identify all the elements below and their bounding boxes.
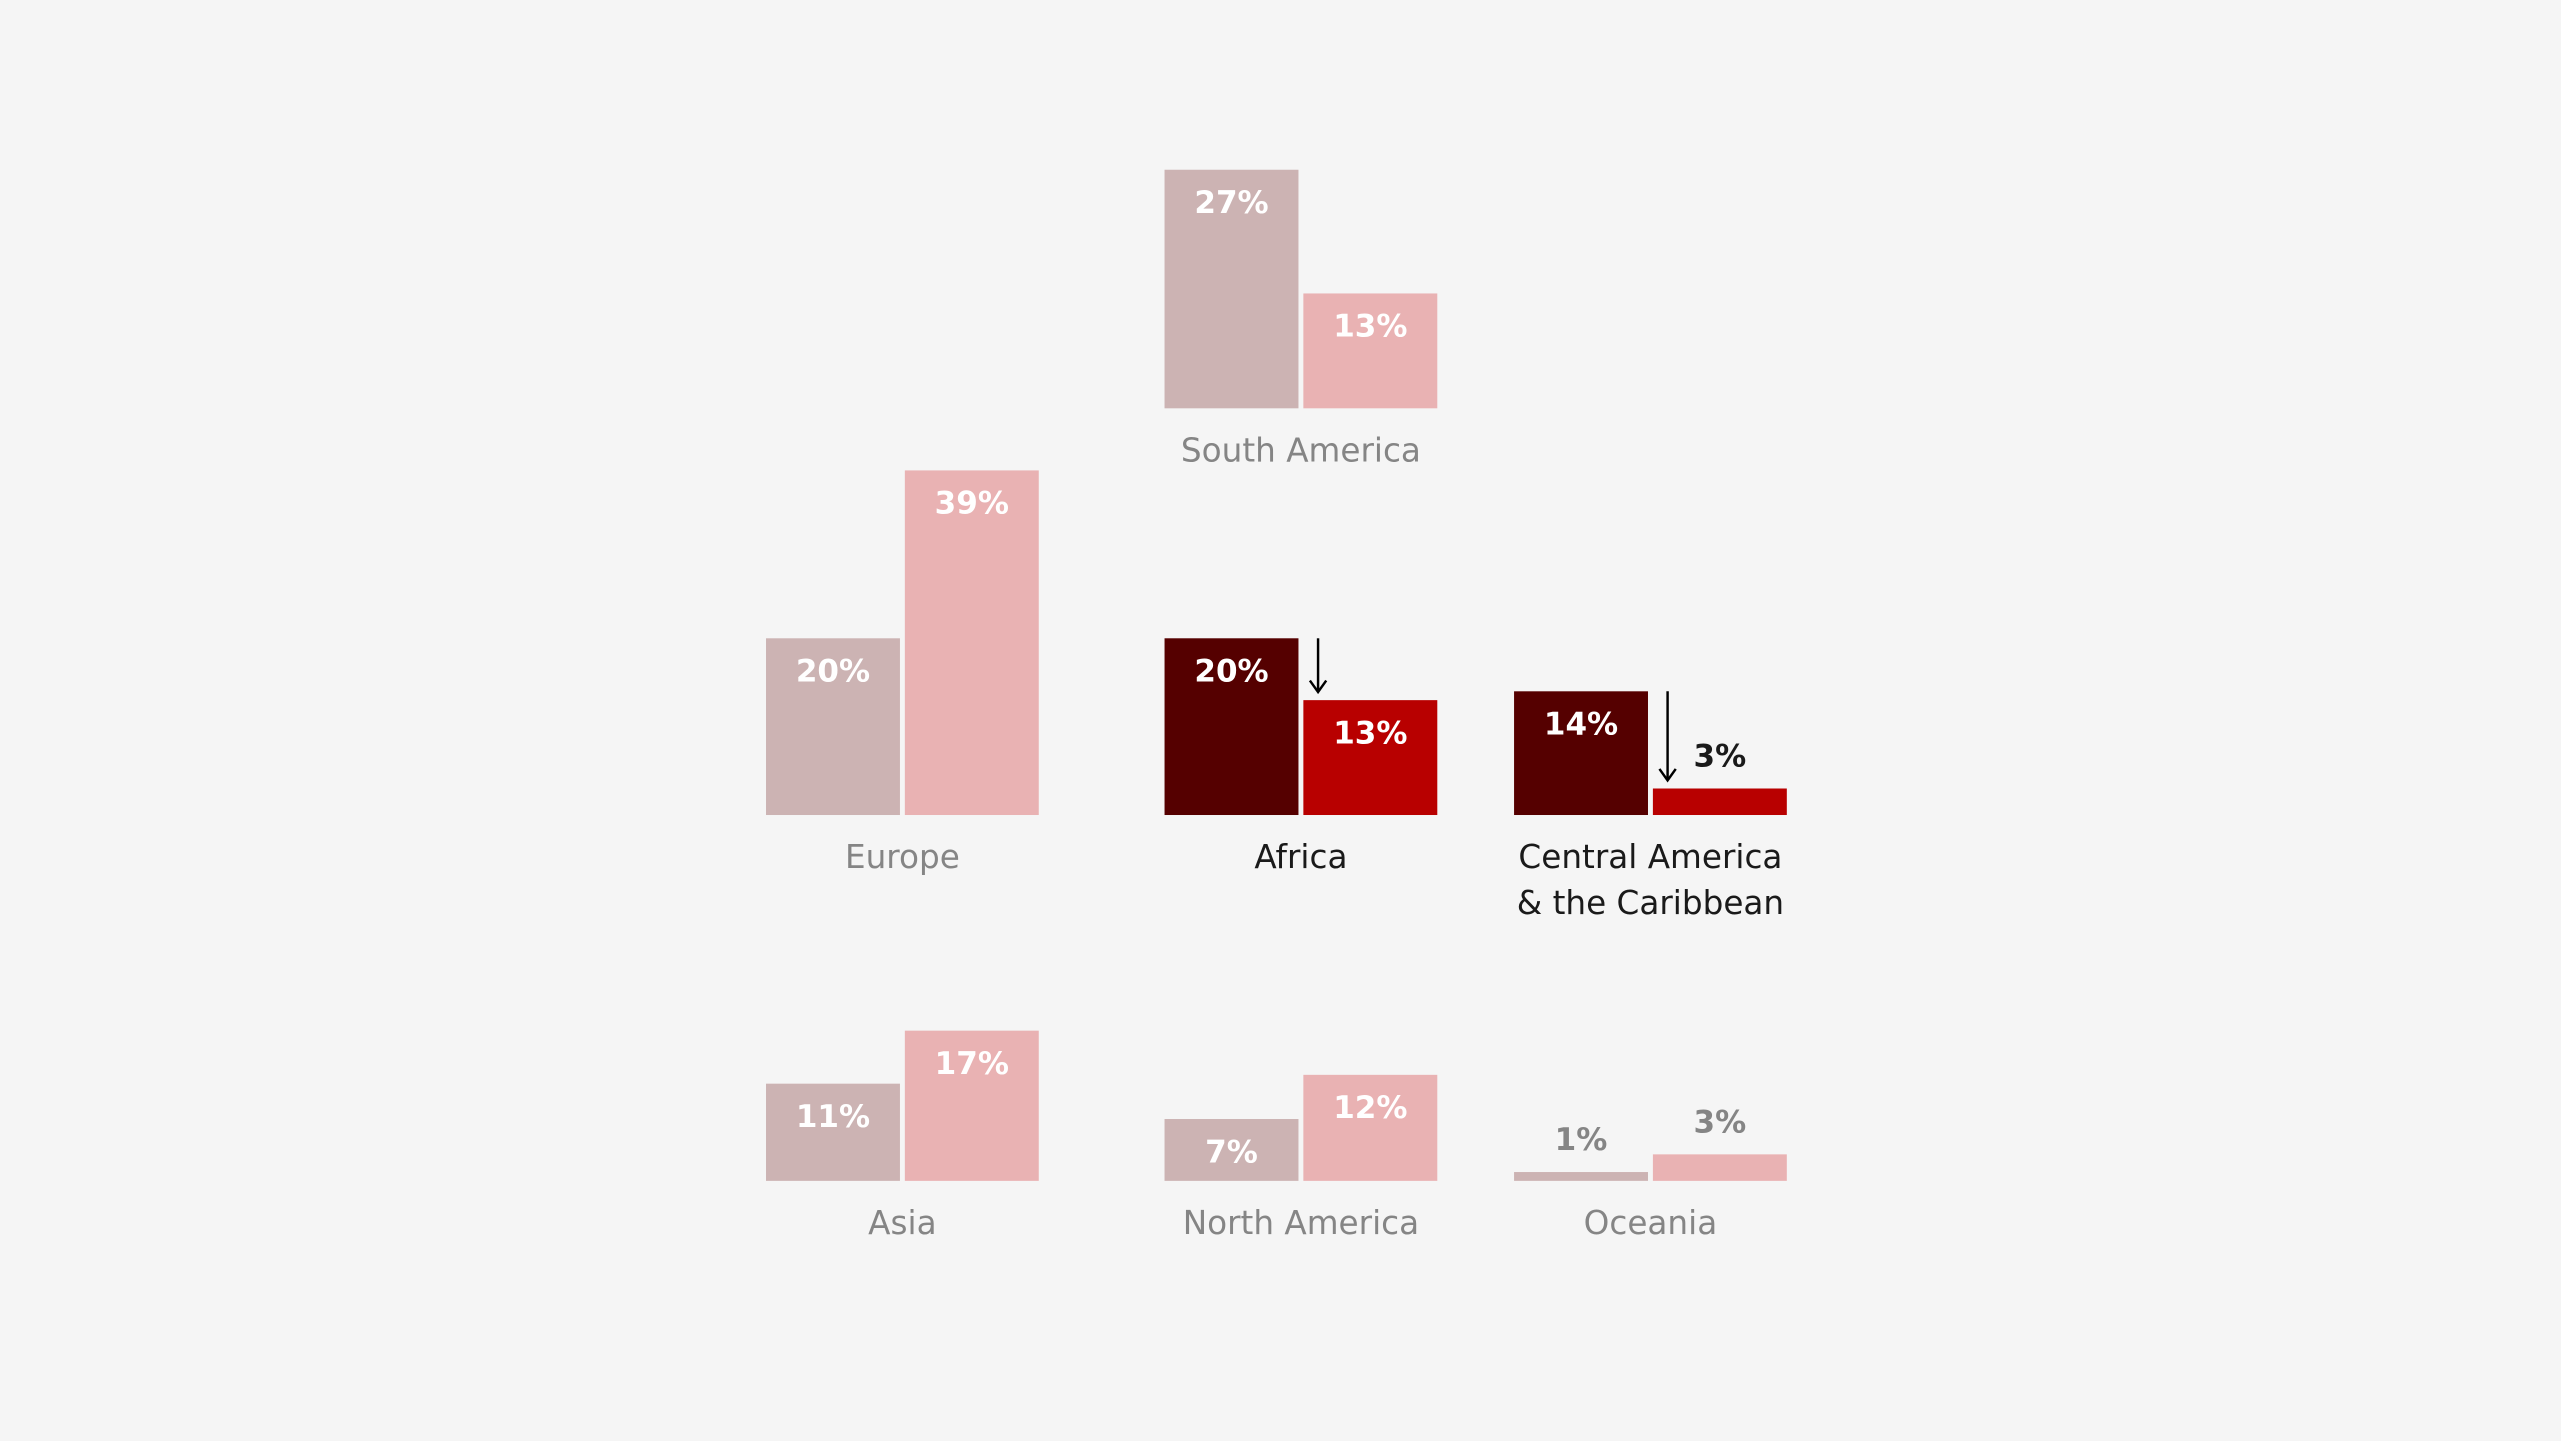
value-label: 11% (796, 1099, 870, 1135)
value-label: 39% (935, 486, 1009, 522)
bar (1303, 700, 1438, 816)
value-label: 20% (1194, 654, 1268, 690)
chart-title: & the Caribbean (1517, 884, 1784, 922)
bar (904, 470, 1039, 816)
bar (1303, 293, 1438, 409)
value-label: 17% (935, 1046, 1009, 1082)
value-label: 14% (1544, 707, 1618, 743)
chart-title: North America (1183, 1204, 1419, 1242)
value-label: 7% (1205, 1134, 1258, 1170)
value-label: 3% (1694, 1104, 1747, 1140)
value-label: 1% (1555, 1122, 1608, 1158)
value-label: 3% (1694, 738, 1747, 774)
arrow-head (1308, 679, 1328, 695)
bar (1303, 1074, 1438, 1181)
value-label: 20% (796, 654, 870, 690)
bar (1164, 169, 1299, 409)
value-label: 13% (1333, 309, 1407, 345)
bar (1652, 1154, 1787, 1181)
value-label: 12% (1333, 1090, 1407, 1126)
bar (1514, 1172, 1648, 1181)
chart-title: Europe (845, 838, 960, 876)
bar (1652, 788, 1787, 816)
bar (766, 1083, 900, 1181)
bar (1164, 638, 1299, 816)
value-label: 13% (1333, 715, 1407, 751)
bar (1514, 691, 1648, 816)
bar (766, 638, 900, 816)
arrow-head (1658, 768, 1677, 783)
chart-title: South America (1181, 431, 1421, 469)
chart-title: Central America (1518, 838, 1782, 876)
chart-title: Africa (1254, 838, 1347, 876)
value-label: 27% (1194, 185, 1268, 221)
bar (904, 1030, 1039, 1181)
chart-title: Oceania (1584, 1204, 1718, 1242)
chart-title: Asia (868, 1204, 936, 1242)
bar (1164, 1119, 1299, 1181)
